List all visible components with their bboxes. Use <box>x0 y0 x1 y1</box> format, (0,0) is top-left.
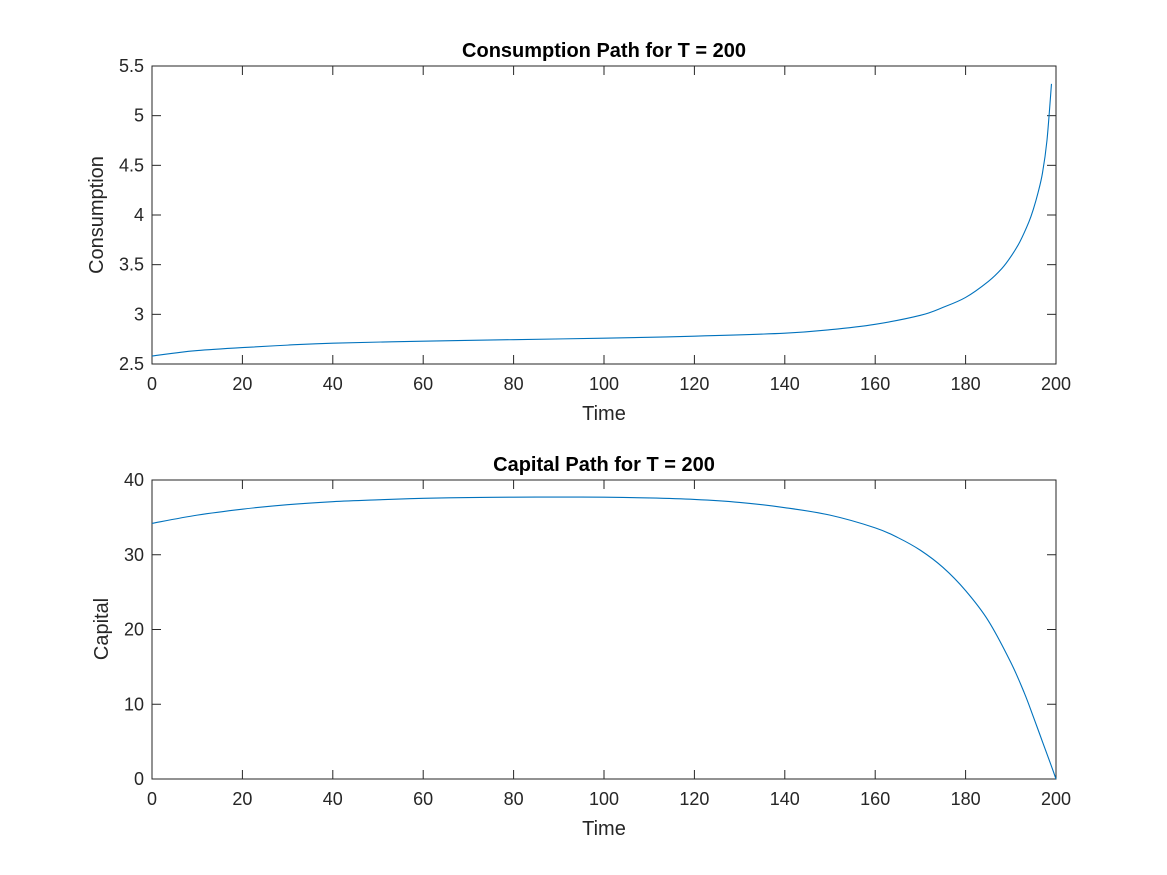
consumption-y-tick-label: 5 <box>134 106 144 126</box>
consumption-series-line <box>151 83 1053 357</box>
capital-x-tick-label: 60 <box>413 789 433 809</box>
capital-x-tick-label: 0 <box>147 789 157 809</box>
capital-plot-frame <box>151 479 1057 780</box>
capital-y-tick-label: 10 <box>124 694 144 714</box>
capital-x-tick-label: 160 <box>860 789 890 809</box>
consumption-y-tick-label: 4 <box>134 205 144 225</box>
consumption-plot-title: Consumption Path for T = 200 <box>462 40 746 62</box>
capital-y-axis-label: Capital <box>91 598 113 660</box>
capital-plot-title: Capital Path for T = 200 <box>493 454 715 476</box>
consumption-x-tick-label: 180 <box>951 374 981 394</box>
consumption-x-tick-label: 40 <box>323 374 343 394</box>
consumption-x-tick-label: 120 <box>679 374 709 394</box>
consumption-x-tick-label: 20 <box>232 374 252 394</box>
consumption-x-tick-label: 200 <box>1041 374 1071 394</box>
capital-x-tick-label: 80 <box>504 789 524 809</box>
capital-x-tick-label: 40 <box>323 789 343 809</box>
consumption-x-tick-label: 160 <box>860 374 890 394</box>
consumption-y-tick-label: 4.5 <box>119 155 144 175</box>
consumption-plot-frame <box>151 65 1057 365</box>
consumption-x-axis-label: Time <box>582 403 626 425</box>
capital-x-axis-label: Time <box>582 818 626 840</box>
capital-x-tick-label: 200 <box>1041 789 1071 809</box>
capital-series-line <box>151 496 1057 780</box>
consumption-plot: Consumption Path for T = 200 Time Consum… <box>86 40 1071 425</box>
consumption-y-tick-label: 3 <box>134 304 144 324</box>
capital-y-tick-label: 0 <box>134 769 144 789</box>
capital-y-tick-label: 20 <box>124 620 144 640</box>
capital-plot: Capital Path for T = 200 Time Capital 0 2… <box>91 454 1071 840</box>
consumption-x-tick-label: 140 <box>770 374 800 394</box>
consumption-x-tick-label: 100 <box>589 374 619 394</box>
consumption-x-tick-label: 80 <box>504 374 524 394</box>
capital-x-tick-label: 20 <box>232 789 252 809</box>
capital-x-tick-label: 100 <box>589 789 619 809</box>
capital-x-tick-label: 180 <box>951 789 981 809</box>
capital-x-tick-label: 120 <box>679 789 709 809</box>
consumption-y-tick-label: 2.5 <box>119 354 144 374</box>
capital-y-tick-label: 30 <box>124 545 144 565</box>
consumption-x-tick-label: 0 <box>147 374 157 394</box>
capital-y-tick-label: 40 <box>124 470 144 490</box>
consumption-y-tick-label: 5.5 <box>119 56 144 76</box>
consumption-y-tick-label: 3.5 <box>119 255 144 275</box>
capital-x-tick-label: 140 <box>770 789 800 809</box>
consumption-x-tick-label: 60 <box>413 374 433 394</box>
consumption-y-axis-label: Consumption <box>86 156 108 274</box>
